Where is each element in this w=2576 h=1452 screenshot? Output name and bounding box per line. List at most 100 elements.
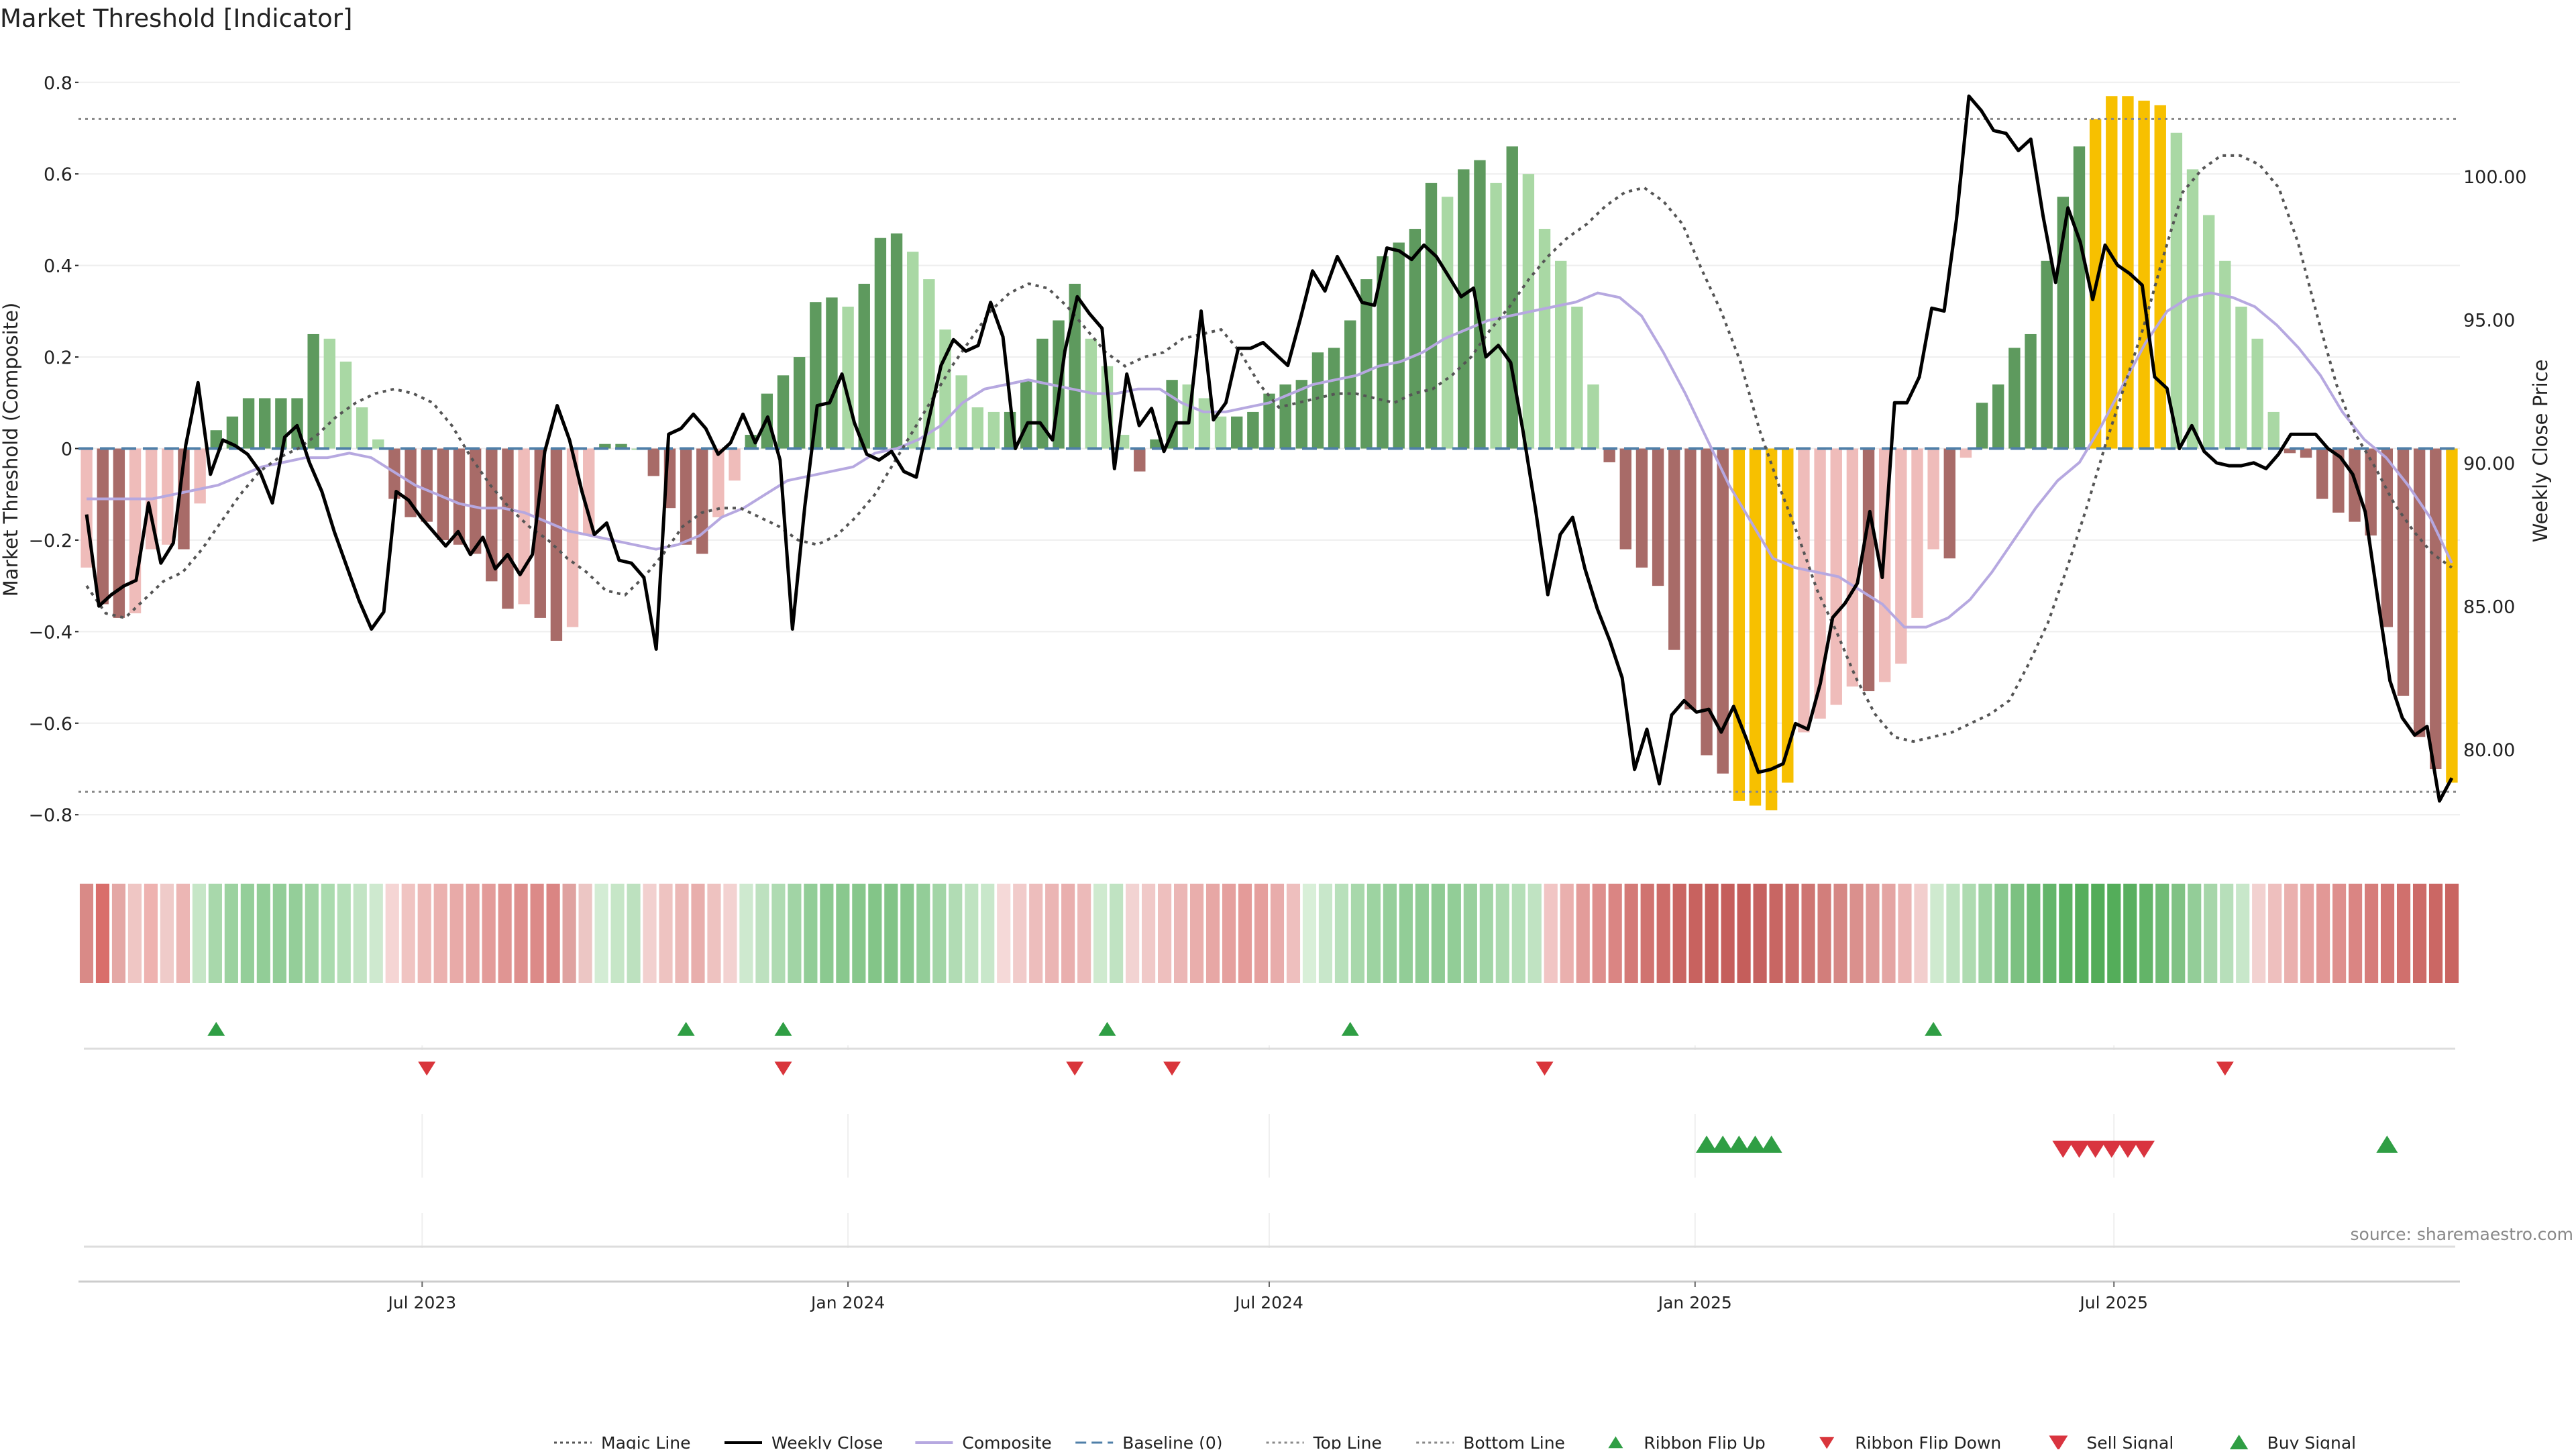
ribbon-segment-114	[1914, 884, 1928, 983]
bar-114	[1927, 448, 1939, 550]
bar-106	[1798, 448, 1810, 733]
bar-82	[1409, 229, 1421, 449]
legend-item-6: Ribbon Flip Up	[1608, 1433, 1766, 1452]
ribbon-segment-36	[659, 884, 673, 983]
ribbon-segment-45	[804, 884, 818, 983]
ribbon-segment-98	[1656, 884, 1670, 983]
ribbon-segment-129	[2155, 884, 2169, 983]
x-tick-label-2: Jul 2024	[1234, 1293, 1303, 1312]
chart-title: Market Threshold [Indicator]	[0, 4, 352, 33]
bar-85	[1458, 169, 1470, 449]
bar-90	[1538, 229, 1551, 449]
ribbon-segment-124	[2075, 884, 2089, 983]
ribbon-segment-66	[1142, 884, 1156, 983]
bar-105	[1782, 448, 1794, 783]
bar-88	[1506, 146, 1518, 449]
ribbon-segment-74	[1270, 884, 1285, 983]
ribbon-segment-92	[1560, 884, 1574, 983]
bar-107	[1814, 448, 1826, 719]
bar-46	[826, 297, 838, 449]
legend-item-5: Bottom Line	[1416, 1433, 1565, 1452]
ribbon-segment-35	[643, 884, 657, 983]
ribbon-segment-4	[144, 884, 158, 983]
ribbon-segment-60	[1045, 884, 1059, 983]
ribbon-segment-70	[1205, 884, 1220, 983]
ribbon-segment-73	[1254, 884, 1269, 983]
ribbon-segment-25	[482, 884, 496, 983]
ribbon-segment-144	[2396, 884, 2411, 983]
legend-label-9: Buy Signal	[2267, 1433, 2357, 1449]
bar-56	[987, 411, 1000, 449]
bar-78	[1344, 320, 1356, 449]
bar-30	[566, 448, 579, 627]
ribbon-segment-48	[852, 884, 866, 983]
ribbon-segment-57	[997, 884, 1011, 983]
ribbon-segment-111	[1866, 884, 1880, 983]
ribbon-segment-14	[305, 884, 319, 983]
legend-label-6: Ribbon Flip Up	[1644, 1433, 1765, 1449]
bar-125	[2106, 96, 2118, 449]
bar-45	[810, 302, 822, 449]
bar-113	[1911, 448, 1923, 618]
bar-95	[1619, 448, 1631, 550]
flip-up-5	[1925, 1021, 1943, 1036]
legend-label-8: Sell Signal	[2086, 1433, 2174, 1449]
ribbon-segment-99	[1672, 884, 1686, 983]
ribbon-segment-3	[127, 884, 142, 983]
flip-down-3	[1163, 1061, 1181, 1076]
ribbon-segment-125	[2091, 884, 2105, 983]
ribbon-segment-112	[1882, 884, 1896, 983]
bar-138	[2316, 448, 2328, 499]
flip-up-1	[677, 1021, 695, 1036]
ribbon-segment-145	[2412, 884, 2427, 983]
ribbon-segment-49	[868, 884, 882, 983]
ribbon-segment-104	[1753, 884, 1767, 983]
ribbon-segment-9	[224, 884, 238, 983]
bar-31	[583, 448, 595, 536]
left-axis-label: Market Threshold (Composite)	[0, 303, 22, 597]
bar-143	[2397, 448, 2410, 696]
legend-swatch-8	[2049, 1435, 2068, 1451]
bar-117	[1976, 403, 1988, 449]
ribbon-segment-107	[1801, 884, 1815, 983]
ribbon-segment-46	[820, 884, 834, 983]
bar-137	[2300, 448, 2312, 458]
ribbon-segment-84	[1431, 884, 1445, 983]
bar-103	[1749, 448, 1762, 806]
bar-87	[1490, 183, 1502, 449]
ribbon-segment-100	[1688, 884, 1703, 983]
ribbon-segment-93	[1576, 884, 1590, 983]
bar-79	[1360, 279, 1373, 449]
ribbon-segment-58	[1013, 884, 1027, 983]
legend-label-4: Top Line	[1313, 1433, 1382, 1449]
flip-down-4	[1536, 1061, 1554, 1076]
bar-72	[1247, 411, 1259, 449]
weekly-close-line	[85, 94, 2454, 803]
ribbon-segment-7	[192, 884, 206, 983]
ribbon-segment-51	[900, 884, 914, 983]
bar-98	[1668, 448, 1680, 650]
bar-9	[226, 416, 239, 449]
legend-label-5: Bottom Line	[1463, 1433, 1565, 1449]
flip-up-3	[1098, 1021, 1116, 1036]
legend-swatch-6	[1608, 1436, 1623, 1449]
legend-label-2: Composite	[962, 1433, 1051, 1449]
bar-64	[1117, 435, 1130, 449]
ribbon-segment-62	[1077, 884, 1091, 983]
ribbon-segment-72	[1238, 884, 1252, 983]
ribbon-segment-52	[916, 884, 930, 983]
legend-item-9: Buy Signal	[2229, 1433, 2357, 1452]
legend-label-1: Weekly Close	[771, 1433, 883, 1449]
sell-signal-4	[2116, 1141, 2139, 1158]
ribbon-segment-21	[417, 884, 431, 983]
flip-down-2	[1066, 1061, 1084, 1076]
ribbon-segment-27	[514, 884, 528, 983]
ribbon-segment-123	[2059, 884, 2073, 983]
ribbon-segment-50	[884, 884, 898, 983]
left-tick-label-4: 0	[61, 439, 72, 460]
right-tick-label-2: 90.00	[2463, 454, 2515, 474]
buy-signal-5	[2376, 1135, 2398, 1153]
ribbon-segment-140	[2332, 884, 2347, 983]
ribbon-segment-132	[2204, 884, 2218, 983]
